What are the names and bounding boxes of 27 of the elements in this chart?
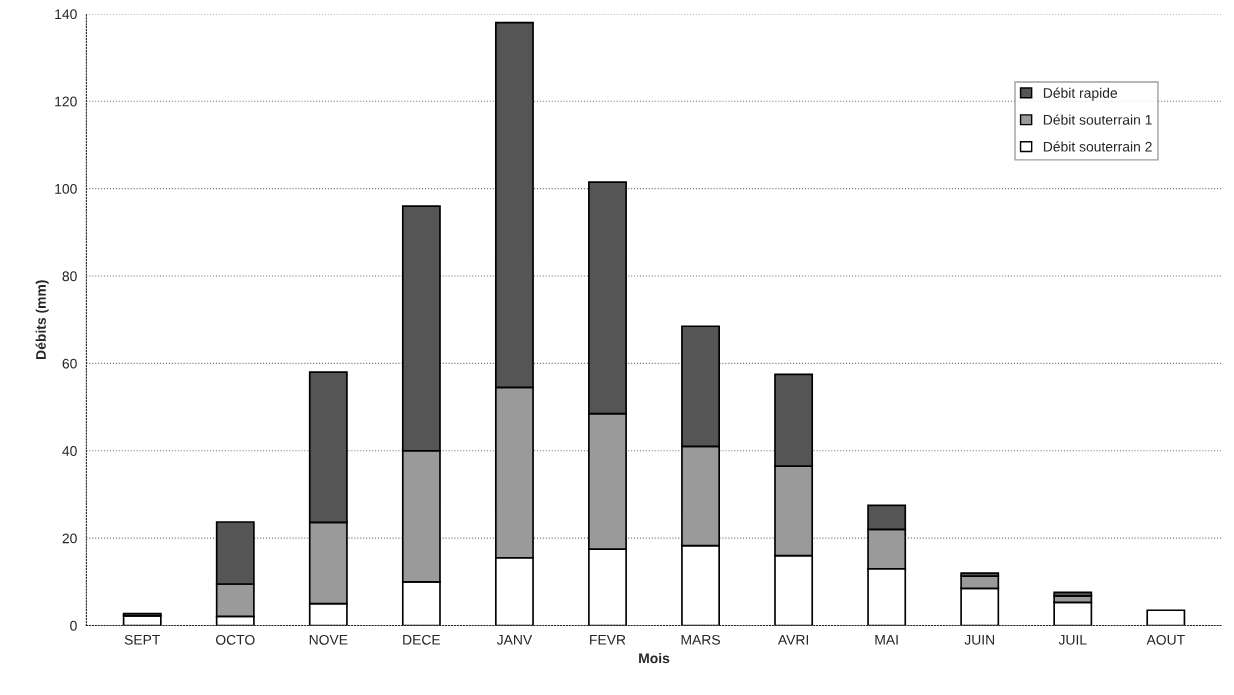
legend-label: Débit rapide <box>1043 87 1118 101</box>
y-tick-label: 80 <box>62 271 77 282</box>
y-tick-label: 0 <box>70 620 77 631</box>
y-tick-label: 20 <box>62 533 77 544</box>
x-tick-label: MAI <box>875 635 898 645</box>
x-tick-label: AVRI <box>777 635 809 645</box>
bar <box>1146 609 1186 626</box>
y-tick-label: 100 <box>55 183 77 194</box>
x-tick-label: JUIN <box>964 635 995 645</box>
x-tick-label: MARS <box>681 634 720 645</box>
x-tick-label: JUIL <box>1058 635 1087 645</box>
x-tick-label: DECE <box>403 634 441 645</box>
x-tick-label: JANV <box>496 635 533 645</box>
legend-label: Débit souterrain 2 <box>1043 141 1152 152</box>
y-tick-label: 120 <box>55 96 77 107</box>
y-tick-label: 40 <box>62 446 77 456</box>
bar <box>1053 601 1093 626</box>
x-tick-label: FEVR <box>590 635 626 645</box>
x-tick-label: AOUT <box>1146 634 1185 645</box>
x-tick-label: NOVE <box>309 634 348 645</box>
x-tick-label: SEPT <box>124 634 161 645</box>
y-tick-label: 60 <box>62 358 77 369</box>
x-tick-label: OCTO <box>215 634 255 645</box>
legend-label: Débit souterrain 1 <box>1043 114 1152 125</box>
y-axis-title: Débits (mm) <box>35 280 49 359</box>
x-axis-title: Mois <box>639 653 670 664</box>
y-tick-label: 140 <box>55 9 77 20</box>
